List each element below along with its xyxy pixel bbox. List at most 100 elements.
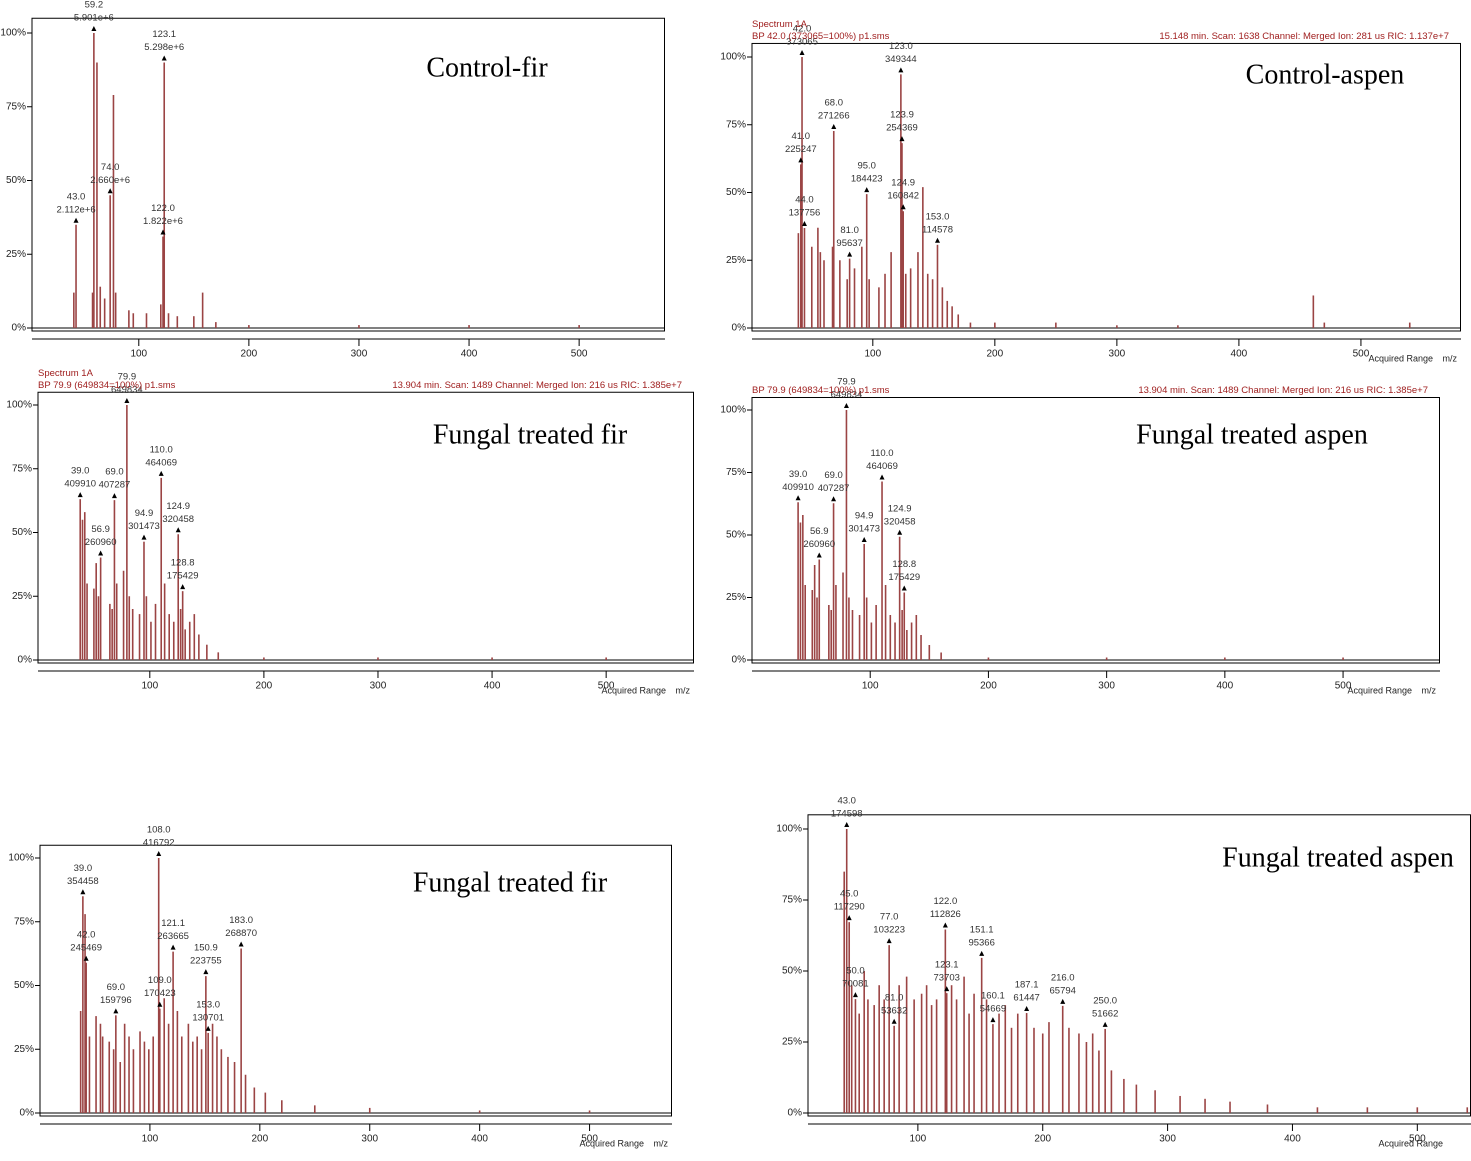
peak-intensity-label: 184423 (851, 174, 883, 185)
panel-title: Control-aspen (1246, 59, 1405, 90)
peak-intensity-label: 260960 (803, 539, 835, 550)
y-tick-label: 75% (14, 916, 34, 927)
peak-arrow (157, 1001, 163, 1007)
peak-arrow (124, 398, 130, 403)
plot-frame (751, 397, 1440, 664)
x-tick-label: 100 (142, 1134, 159, 1145)
peak-intensity-label: 349344 (885, 54, 917, 65)
range-label: Acquired Range (601, 685, 666, 695)
peak-arrow (111, 493, 117, 499)
y-tick-label: 100% (720, 405, 746, 416)
spectrum-header: Spectrum 1A (752, 19, 808, 30)
peak-mz-label: 216.0 (1051, 972, 1075, 983)
x-tick-label: 400 (1231, 349, 1248, 360)
peak-mz-label: 110.0 (150, 444, 173, 455)
x-tick-label: 300 (1098, 681, 1115, 692)
x-tick-label: 100 (141, 681, 158, 692)
peak-intensity-label: 464069 (866, 461, 898, 472)
peak-arrow (91, 26, 97, 31)
x-tick-label: 100 (862, 681, 879, 692)
peak-intensity-label: 268870 (225, 928, 257, 939)
peak-arrow (844, 822, 850, 827)
x-tick-label: 400 (484, 681, 501, 692)
peak-mz-label: 187.1 (1015, 980, 1039, 991)
peak-mz-label: 81.0 (840, 225, 859, 236)
peak-intensity-label: 223755 (190, 956, 222, 967)
peak-intensity-label: 70081 (842, 979, 868, 990)
peak-intensity-label: 225247 (785, 144, 817, 155)
peak-intensity-label: 114578 (922, 224, 953, 235)
x-tick-label: 300 (1109, 349, 1126, 360)
peak-mz-label: 151.1 (970, 924, 994, 935)
peak-mz-label: 124.9 (888, 503, 912, 514)
x-tick-label: 400 (471, 1134, 488, 1145)
peak-arrow (934, 237, 940, 243)
y-tick-label: 75% (726, 467, 746, 478)
peak-arrow (1060, 998, 1066, 1004)
peak-arrow (852, 992, 858, 998)
peak-arrow (898, 67, 904, 73)
peak-intensity-label: 53632 (881, 1005, 907, 1016)
y-tick-label: 25% (782, 1037, 802, 1048)
peak-mz-label: 128.8 (892, 559, 916, 570)
peak-intensity-label: 95366 (968, 937, 994, 948)
y-tick-label: 100% (8, 853, 34, 864)
peak-intensity-label: 649834 (831, 390, 863, 401)
peak-mz-label: 95.0 (857, 161, 876, 172)
peak-arrow (180, 584, 186, 590)
peak-intensity-label: 112826 (930, 909, 961, 920)
spectrum-header: BP 79.9 (649834=100%) p1.sms (752, 385, 890, 396)
peak-arrow (113, 1008, 119, 1014)
peak-arrow (1024, 1006, 1030, 1012)
peak-arrow (158, 470, 164, 476)
y-tick-label: 50% (782, 966, 802, 977)
peak-mz-label: 69.0 (105, 467, 124, 478)
y-tick-label: 25% (726, 255, 746, 266)
x-tick-label: 500 (1409, 1134, 1426, 1145)
peak-mz-label: 128.8 (171, 558, 195, 569)
plot-frame (751, 42, 1461, 332)
peak-intensity-label: 373065 (786, 37, 818, 48)
x-tick-label: 500 (581, 1134, 598, 1145)
panel-title: Fungal treated fir (433, 419, 628, 450)
y-tick-label: 0% (788, 1108, 803, 1119)
y-tick-label: 25% (726, 592, 746, 603)
peak-intensity-label: 260960 (85, 537, 117, 548)
peak-intensity-label: 160842 (887, 191, 919, 202)
peak-intensity-label: 51662 (1092, 1008, 1118, 1019)
peak-mz-label: 74.0 (101, 162, 120, 173)
peak-intensity-label: 416792 (143, 838, 175, 849)
y-tick-label: 50% (726, 530, 746, 541)
range-label: Acquired Range (1378, 1138, 1443, 1148)
peak-intensity-label: 245469 (70, 942, 102, 953)
panel-title: Fungal treated fir (413, 867, 608, 898)
y-tick-label: 100% (6, 400, 32, 411)
x-axis-label: m/z (1443, 353, 1458, 363)
y-tick-label: 50% (12, 527, 32, 538)
x-tick-label: 100 (910, 1134, 927, 1145)
peak-arrow (795, 495, 801, 501)
peak-mz-label: 77.0 (880, 912, 899, 923)
peak-mz-label: 123.9 (890, 110, 914, 121)
y-tick-label: 0% (12, 323, 27, 334)
peak-arrow (831, 123, 837, 129)
y-tick-label: 50% (6, 175, 26, 186)
peak-intensity-label: 130701 (192, 1012, 224, 1023)
peak-arrow (901, 585, 907, 591)
peak-intensity-label: 254369 (886, 123, 918, 134)
peak-mz-label: 122.0 (933, 896, 957, 907)
peak-mz-label: 50.0 (846, 966, 865, 977)
peak-mz-label: 108.0 (147, 825, 171, 836)
peak-arrow (1102, 1021, 1108, 1027)
peak-intensity-label: 2.112e+6 (56, 204, 95, 215)
spectrum-header: BP 42.0 (373065=100%) p1.sms (752, 31, 890, 42)
peak-intensity-label: 407287 (99, 480, 131, 491)
peak-mz-label: 39.0 (74, 863, 93, 874)
peak-arrow (864, 187, 870, 193)
peak-intensity-label: 2.660e+6 (90, 175, 130, 186)
x-tick-label: 200 (251, 1134, 268, 1145)
peak-intensity-label: 5.298e+6 (144, 42, 184, 53)
x-axis-label: m/z (1422, 685, 1437, 695)
peak-mz-label: 56.9 (810, 526, 829, 537)
